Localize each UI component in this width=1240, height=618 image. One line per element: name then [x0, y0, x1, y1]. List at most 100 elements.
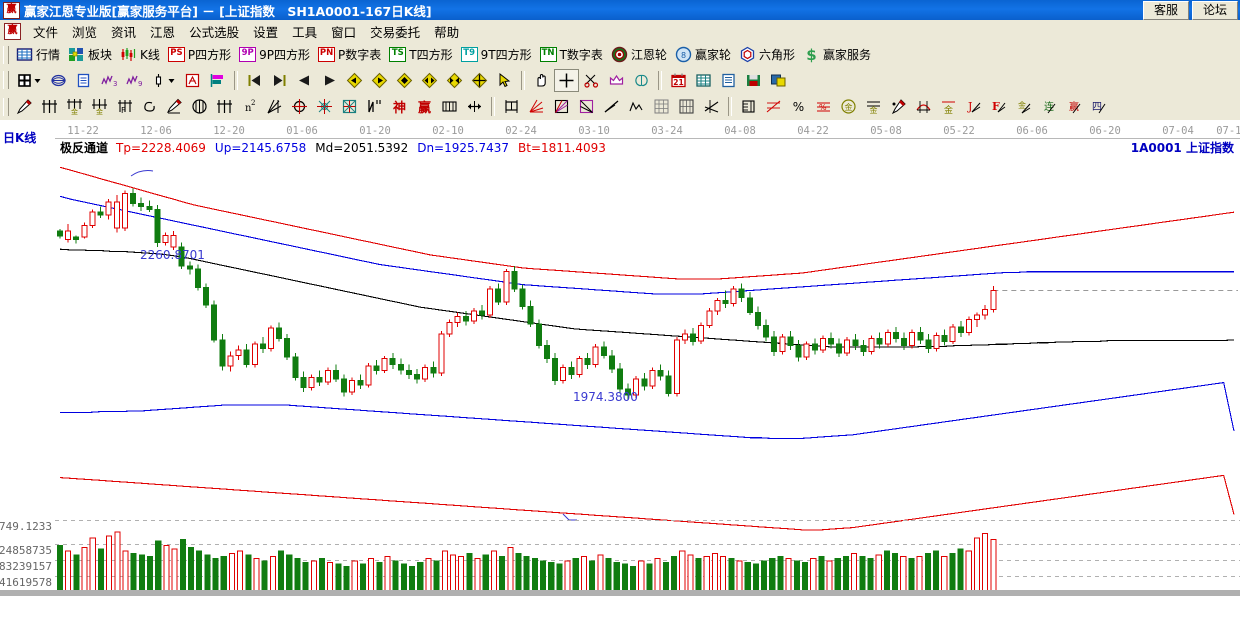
tool-pattern[interactable]: [180, 69, 205, 92]
tool-wave-9[interactable]: 9: [121, 69, 146, 92]
tool-contract[interactable]: [442, 69, 467, 92]
tool-crown[interactable]: [604, 69, 629, 92]
tool-last[interactable]: [267, 69, 292, 92]
menu-help[interactable]: 帮助: [434, 24, 460, 40]
tool-period[interactable]: [12, 69, 46, 92]
tool-export[interactable]: [766, 69, 791, 92]
toolbar-t-square[interactable]: TS T四方形: [385, 43, 456, 66]
draw-spiral[interactable]: [137, 95, 162, 118]
draw-trend-line[interactable]: [599, 95, 624, 118]
tool-save[interactable]: [741, 69, 766, 92]
draw-circle-grid[interactable]: [187, 95, 212, 118]
draw-zigzag[interactable]: [624, 95, 649, 118]
tool-brain[interactable]: [629, 69, 654, 92]
menu-formula-stock-picking[interactable]: 公式选股: [189, 24, 240, 40]
draw-gold-lines[interactable]: 金: [861, 95, 886, 118]
toolbar-hexagon[interactable]: 六角形: [735, 43, 799, 66]
tool-clipboard[interactable]: [71, 69, 96, 92]
toolbar-9p-square[interactable]: 9P 9P四方形: [235, 43, 314, 66]
draw-si-lines[interactable]: 四: [1086, 95, 1111, 118]
toolbar-winner-service[interactable]: $ 赢家服务: [799, 43, 875, 66]
draw-mesh-a[interactable]: [649, 95, 674, 118]
toolbar-p-square[interactable]: PS P四方形: [164, 43, 235, 66]
draw-ruler[interactable]: [736, 95, 761, 118]
draw-gann-grid[interactable]: [37, 95, 62, 118]
chevron-down-icon[interactable]: [33, 72, 42, 89]
tool-notebook[interactable]: [716, 69, 741, 92]
menu-window[interactable]: 窗口: [331, 24, 357, 40]
tool-candle-style[interactable]: [146, 69, 180, 92]
draw-gold-circle[interactable]: 金: [836, 95, 861, 118]
tool-crosshair[interactable]: [554, 68, 579, 92]
draw-pen[interactable]: [12, 95, 37, 118]
draw-diag-box[interactable]: [574, 95, 599, 118]
draw-gold-slash[interactable]: 金: [1011, 95, 1036, 118]
toolbar-gann-wheel[interactable]: 江恩轮: [607, 43, 671, 66]
toolbar-t-number-table[interactable]: TN T数字表: [536, 43, 607, 66]
draw-grid-f[interactable]: F: [112, 95, 137, 118]
volume-panel[interactable]: 1749.1233 124858735 83239157 41619578: [0, 505, 1240, 596]
draw-purple-box[interactable]: [549, 95, 574, 118]
draw-mesh-b[interactable]: [674, 95, 699, 118]
draw-pen-red[interactable]: [886, 95, 911, 118]
draw-f-lines[interactable]: F: [986, 95, 1011, 118]
menu-file[interactable]: 文件: [33, 24, 59, 40]
chart-area[interactable]: 日K线 11-22 12-06 12-20 01-06 01-20 02-10 02-24 0…: [0, 120, 1240, 596]
draw-arc-red[interactable]: [911, 95, 936, 118]
tool-move[interactable]: [467, 69, 492, 92]
tool-flag-chart[interactable]: [205, 69, 230, 92]
draw-shen[interactable]: 神: [387, 95, 412, 118]
draw-pct-lines[interactable]: [761, 95, 786, 118]
menu-trade-order[interactable]: 交易委托: [370, 24, 421, 40]
toolbar-p-number-table[interactable]: PN P数字表: [314, 43, 385, 66]
tool-expand[interactable]: [417, 69, 442, 92]
forum-button[interactable]: 论坛: [1192, 1, 1238, 20]
toolbar-kline[interactable]: K线: [116, 43, 164, 66]
toolbar-grip-2[interactable]: [3, 71, 9, 89]
draw-red-fan[interactable]: [524, 95, 549, 118]
draw-hatch[interactable]: [437, 95, 462, 118]
draw-arrows[interactable]: [462, 95, 487, 118]
tool-hand[interactable]: [529, 69, 554, 92]
tool-next[interactable]: [317, 69, 342, 92]
draw-pct-red[interactable]: %: [811, 95, 836, 118]
draw-gold-grid-b[interactable]: 金: [87, 95, 112, 118]
toolbar-grip[interactable]: [3, 45, 9, 64]
tool-cursor[interactable]: [492, 69, 517, 92]
customer-service-button[interactable]: 客服: [1143, 1, 1189, 20]
chevron-down-icon-2[interactable]: [167, 72, 176, 89]
draw-gold-jin[interactable]: 金: [936, 95, 961, 118]
draw-j-lines[interactable]: J: [961, 95, 986, 118]
tool-calendar[interactable]: 21: [666, 69, 691, 92]
tool-shift-right[interactable]: [367, 69, 392, 92]
tool-network[interactable]: [46, 69, 71, 92]
menu-settings[interactable]: 设置: [253, 24, 279, 40]
menu-tools[interactable]: 工具: [292, 24, 318, 40]
draw-grid-lines[interactable]: [212, 95, 237, 118]
draw-starburst[interactable]: [312, 95, 337, 118]
draw-target[interactable]: [287, 95, 312, 118]
tool-prev[interactable]: [292, 69, 317, 92]
menu-news[interactable]: 资讯: [111, 24, 137, 40]
toolbar-winner-wheel[interactable]: 8 赢家轮: [671, 43, 735, 66]
toolbar-grip-3[interactable]: [3, 97, 9, 116]
menu-gann[interactable]: 江恩: [150, 24, 176, 40]
toolbar-sector[interactable]: 板块: [64, 43, 116, 66]
menu-browse[interactable]: 浏览: [72, 24, 98, 40]
draw-angle[interactable]: [362, 95, 387, 118]
price-plot[interactable]: [55, 152, 1240, 618]
draw-box-star[interactable]: [337, 95, 362, 118]
draw-pen-arrow[interactable]: [162, 95, 187, 118]
tool-table[interactable]: [691, 69, 716, 92]
draw-percent[interactable]: %: [786, 95, 811, 118]
toolbar-quotes[interactable]: 行情: [12, 43, 64, 66]
toolbar-9t-square[interactable]: T9 9T四方形: [457, 43, 536, 66]
tool-scissors[interactable]: [579, 69, 604, 92]
draw-ying[interactable]: 赢: [412, 95, 437, 118]
tool-center[interactable]: [392, 69, 417, 92]
draw-lines-cross[interactable]: [699, 95, 724, 118]
tool-first[interactable]: [242, 69, 267, 92]
draw-ying2[interactable]: 赢: [1061, 95, 1086, 118]
draw-gold-grid-a[interactable]: 金: [62, 95, 87, 118]
